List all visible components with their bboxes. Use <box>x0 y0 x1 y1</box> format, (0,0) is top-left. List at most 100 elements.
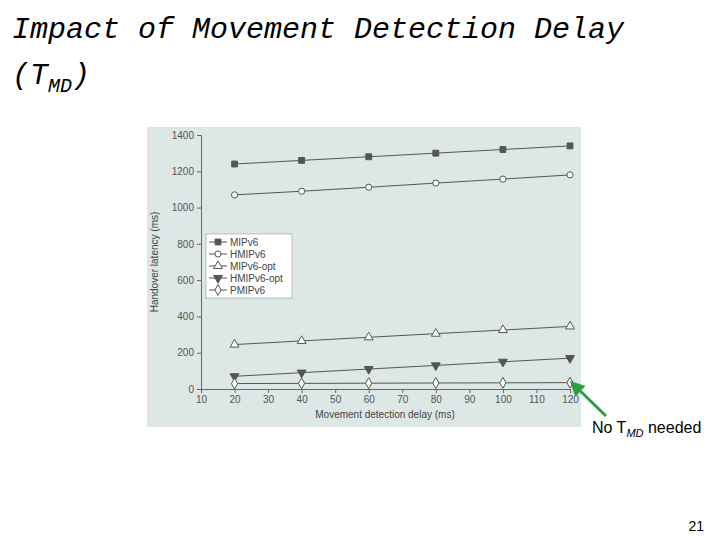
tick-label: 20 <box>229 394 241 405</box>
tick: 0 <box>188 384 201 395</box>
tick-label: 1200 <box>172 166 195 177</box>
tick-mark <box>197 171 201 172</box>
series-marker <box>431 329 440 337</box>
tick: 110 <box>529 389 545 405</box>
series-line <box>235 146 570 164</box>
title-line: Impact of Movement Detection Delay <box>12 13 625 47</box>
legend-marker <box>215 239 221 245</box>
series-marker <box>500 377 506 388</box>
tick-label: 800 <box>177 239 194 250</box>
series-marker <box>433 150 439 156</box>
series-line <box>235 326 570 344</box>
tick: 40 <box>297 389 309 405</box>
series-marker <box>567 172 573 178</box>
series-marker <box>299 188 305 194</box>
legend-item: PMIPv6 <box>209 285 265 296</box>
series-marker <box>566 321 575 329</box>
legend: MIPv6HMIPv6MIPv6-optHMIPv6-optPMIPv6 <box>206 234 292 298</box>
tick: 1000 <box>172 202 201 213</box>
legend-label: MIPv6-opt <box>230 261 276 272</box>
series-marker <box>230 339 239 347</box>
tick-mark <box>235 389 236 393</box>
tick-label: 50 <box>330 394 342 405</box>
tick-mark <box>197 389 201 390</box>
series-marker <box>364 366 373 374</box>
tick-label: 90 <box>464 394 476 405</box>
series-marker <box>366 378 372 389</box>
tick: 800 <box>177 239 201 250</box>
series-marker <box>231 192 237 198</box>
series-marker <box>567 377 573 388</box>
series-marker <box>500 147 506 153</box>
tick-mark <box>197 316 201 317</box>
tick: 200 <box>177 347 201 358</box>
tick-mark <box>302 389 303 393</box>
legend-marker <box>214 261 223 269</box>
title-text: ) <box>72 59 90 93</box>
axis-line <box>197 136 202 390</box>
tick-label: 400 <box>177 311 194 322</box>
tick: 1400 <box>172 130 201 141</box>
tick-mark <box>335 389 336 393</box>
chart-panel <box>147 127 581 427</box>
legend-box <box>206 234 292 298</box>
tick-mark <box>197 280 201 281</box>
annotation: No TMD needed <box>592 419 701 439</box>
legend-item: HMIPv6 <box>209 249 266 260</box>
series-marker <box>232 161 238 167</box>
series-line <box>235 382 570 384</box>
series-marker <box>364 332 373 340</box>
y-axis: 0 200 400 600 800 1000 1200 1400 <box>172 130 202 395</box>
legend-label: PMIPv6 <box>230 285 265 296</box>
tick-mark <box>197 353 201 354</box>
tick-mark <box>197 208 201 209</box>
tick-label: 110 <box>529 394 545 405</box>
annotation-arrow <box>572 383 606 416</box>
legend-marker <box>215 251 221 257</box>
tick: 70 <box>397 389 409 405</box>
series-marker <box>299 378 305 389</box>
legend-item: MIPv6-opt <box>209 261 276 272</box>
tick-mark <box>570 389 571 393</box>
tick: 80 <box>431 389 443 405</box>
tick-label: 1400 <box>172 130 195 141</box>
legend-item: HMIPv6-opt <box>209 273 283 284</box>
tick-label: 200 <box>177 347 194 358</box>
title: Impact of Movement Detection Delay (TMD) <box>12 13 625 98</box>
series-marker <box>299 157 305 163</box>
page-number: 21 <box>688 518 704 534</box>
annotation-subscript: MD <box>626 427 643 439</box>
series-marker <box>297 336 306 344</box>
tick-mark <box>536 389 537 393</box>
tick-mark <box>197 135 201 136</box>
legend-marker <box>215 285 221 296</box>
tick-label: 1000 <box>172 202 195 213</box>
series-marker <box>566 356 575 364</box>
series-marker <box>366 184 372 190</box>
series-marker <box>297 370 306 378</box>
tick-label: 70 <box>397 394 409 405</box>
x-axis: 102030405060708090100110120 <box>196 389 579 405</box>
axis-line <box>202 390 571 394</box>
tick-label: 100 <box>495 394 512 405</box>
series-line <box>235 175 570 195</box>
series-marker <box>567 143 573 149</box>
annotation-text: No T <box>592 419 627 436</box>
series-marker <box>433 180 439 186</box>
tick-label: 0 <box>188 384 194 395</box>
title-line: (TMD) <box>12 59 90 98</box>
title-subscript: MD <box>48 75 72 98</box>
tick: 1200 <box>172 166 201 177</box>
tick-mark <box>268 389 269 393</box>
tick-mark <box>197 244 201 245</box>
tick: 60 <box>364 389 376 405</box>
tick: 600 <box>177 275 201 286</box>
tick-label: 60 <box>364 394 376 405</box>
tick-label: 40 <box>297 394 309 405</box>
tick-mark <box>436 389 437 393</box>
title-text: Impact of Movement Detection Delay <box>12 13 625 47</box>
tick-label: 600 <box>177 275 194 286</box>
y-axis-label: Handover latency (ms) <box>149 212 160 313</box>
series-marker <box>433 378 439 389</box>
title-text: (T <box>12 59 50 93</box>
